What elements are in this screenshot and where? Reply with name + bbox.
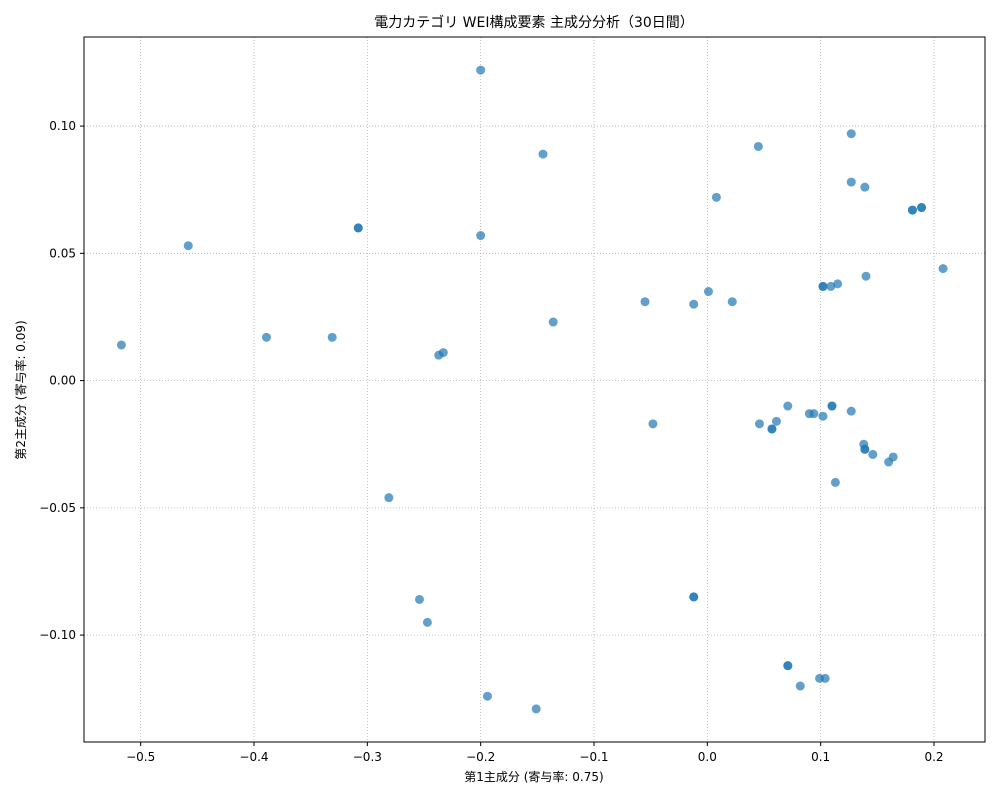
scatter-point bbox=[648, 419, 658, 429]
grid-lines bbox=[84, 37, 985, 742]
scatter-point bbox=[703, 287, 713, 297]
x-tick-label: −0.3 bbox=[353, 750, 382, 764]
x-tick-label: 0.2 bbox=[924, 750, 943, 764]
scatter-point bbox=[711, 192, 721, 202]
plot-frame bbox=[83, 36, 986, 743]
scatter-point bbox=[917, 203, 927, 213]
scatter-point bbox=[809, 409, 819, 419]
scatter-point bbox=[531, 704, 541, 714]
scatter-point bbox=[820, 673, 830, 683]
scatter-point bbox=[414, 594, 424, 604]
scatter-point bbox=[795, 681, 805, 691]
scatter-point bbox=[767, 424, 777, 434]
scatter-point bbox=[830, 477, 840, 487]
scatter-point bbox=[183, 241, 193, 251]
scatter-point bbox=[818, 411, 828, 421]
x-tick-label: 0.1 bbox=[811, 750, 830, 764]
y-tick-label: 0.05 bbox=[49, 246, 76, 260]
scatter-point bbox=[689, 592, 699, 602]
scatter-point bbox=[771, 416, 781, 426]
scatter-point bbox=[861, 271, 871, 281]
x-axis-ticks: −0.5 −0.4 −0.3 −0.2 −0.1 0.0 0.1 0.2 bbox=[126, 742, 944, 764]
scatter-point bbox=[422, 617, 432, 627]
scatter-points bbox=[116, 65, 948, 714]
scatter-point bbox=[846, 177, 856, 187]
scatter-point bbox=[476, 231, 486, 241]
y-tick-label: 0.10 bbox=[49, 119, 76, 133]
scatter-point bbox=[827, 401, 837, 411]
chart-title: 電力カテゴリ WEI構成要素 主成分分析（30日間） bbox=[374, 14, 694, 31]
scatter-point bbox=[846, 406, 856, 416]
y-axis-ticks: −0.10 −0.05 0.00 0.05 0.10 bbox=[39, 119, 84, 642]
scatter-point bbox=[860, 182, 870, 192]
y-axis-label: 第2主成分 (寄与率: 0.09) bbox=[13, 320, 28, 459]
scatter-point bbox=[846, 129, 856, 139]
y-tick-label: −0.10 bbox=[39, 628, 76, 642]
scatter-point bbox=[538, 149, 548, 159]
scatter-point bbox=[783, 401, 793, 411]
y-tick-label: 0.00 bbox=[49, 374, 76, 388]
scatter-point bbox=[384, 493, 394, 503]
scatter-point bbox=[753, 141, 763, 151]
scatter-point bbox=[888, 452, 898, 462]
scatter-point bbox=[938, 264, 948, 274]
scatter-point bbox=[327, 332, 337, 342]
scatter-point bbox=[689, 299, 699, 309]
x-tick-label: −0.4 bbox=[239, 750, 268, 764]
scatter-point bbox=[482, 691, 492, 701]
scatter-point bbox=[261, 332, 271, 342]
scatter-point bbox=[727, 297, 737, 307]
scatter-point bbox=[826, 281, 836, 291]
x-axis-label: 第1主成分 (寄与率: 0.75) bbox=[464, 769, 603, 784]
x-tick-label: −0.2 bbox=[466, 750, 495, 764]
scatter-point bbox=[907, 205, 917, 215]
x-tick-label: 0.0 bbox=[698, 750, 717, 764]
scatter-point bbox=[783, 661, 793, 671]
scatter-point bbox=[438, 348, 448, 358]
x-tick-label: −0.1 bbox=[579, 750, 608, 764]
scatter-point bbox=[868, 449, 878, 459]
y-tick-label: −0.05 bbox=[39, 501, 76, 515]
scatter-point bbox=[818, 281, 828, 291]
scatter-point bbox=[640, 297, 650, 307]
scatter-point bbox=[754, 419, 764, 429]
scatter-point bbox=[548, 317, 558, 327]
scatter-point bbox=[353, 223, 363, 233]
scatter-point bbox=[116, 340, 126, 350]
scatter-point bbox=[476, 65, 486, 75]
scatter-point bbox=[860, 444, 870, 454]
scatter-point bbox=[833, 279, 843, 289]
x-tick-label: −0.5 bbox=[126, 750, 155, 764]
